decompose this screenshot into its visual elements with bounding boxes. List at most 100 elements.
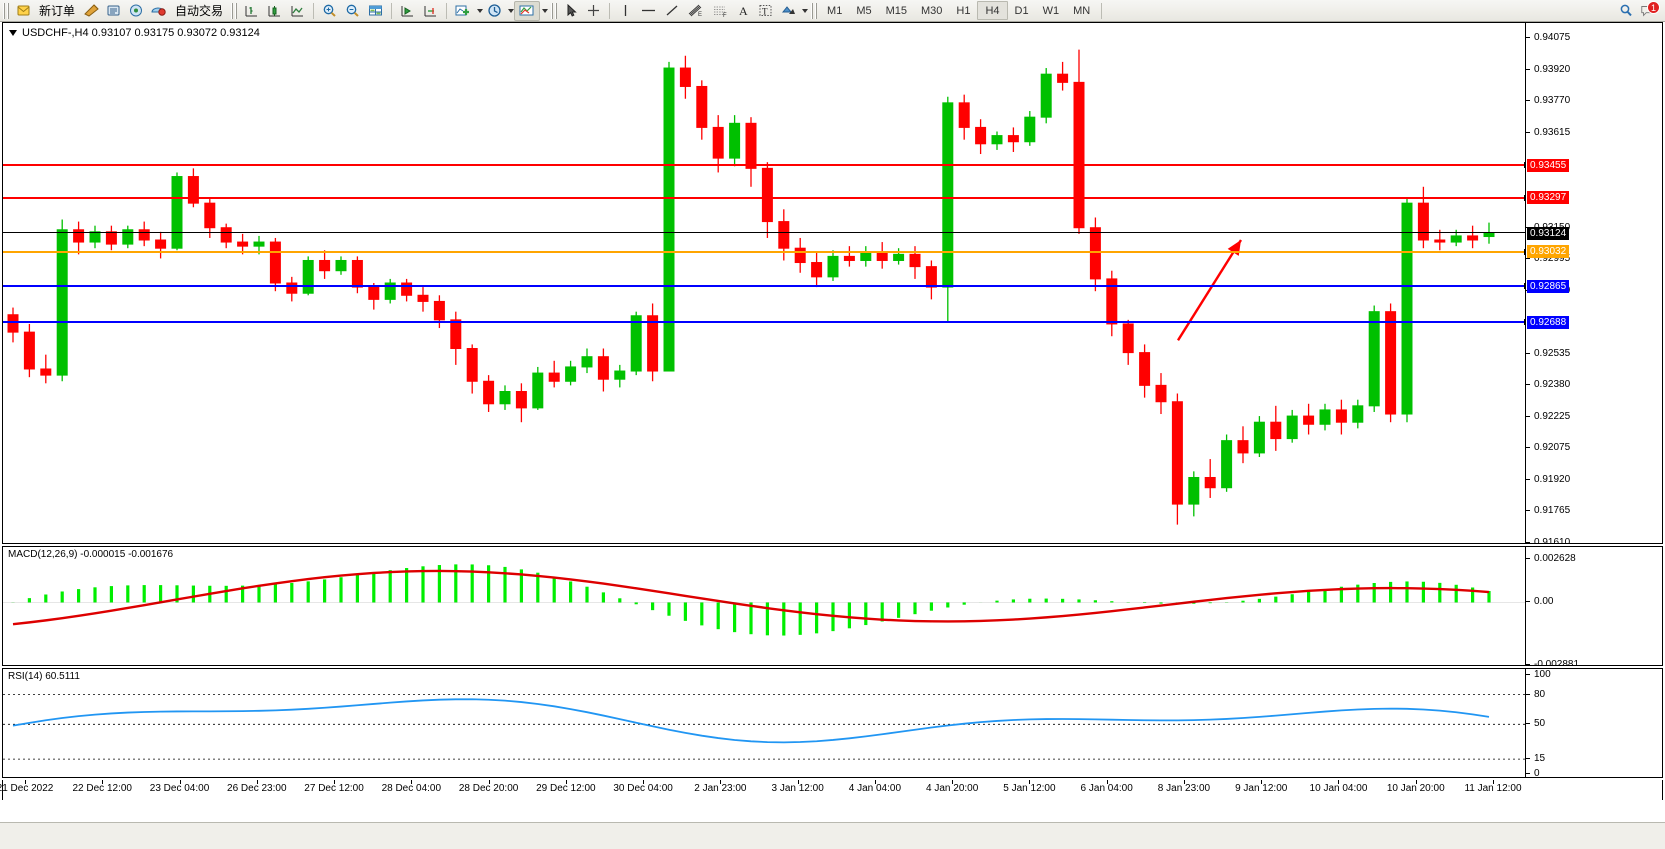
- rsi-pane[interactable]: RSI(14) 60.5111 100 80 50 15 0: [2, 668, 1663, 778]
- toolbar-grip[interactable]: [3, 2, 9, 19]
- macd-label: MACD(12,26,9) -0.000015 -0.001676: [8, 549, 174, 560]
- toolbar-separator-2: [391, 2, 393, 19]
- candlestick-chart-icon[interactable]: [263, 1, 286, 21]
- price-label-support[interactable]: 0.92865: [1527, 279, 1570, 293]
- time-tick-mark: [797, 780, 799, 784]
- timeframe-h1[interactable]: H1: [956, 4, 971, 17]
- timeframe-d1[interactable]: D1: [1014, 4, 1029, 17]
- time-tick-label: 8 Jan 23:00: [1157, 783, 1211, 794]
- time-tick-label: 2 Jan 23:00: [694, 783, 747, 794]
- time-tick-label: 26 Dec 23:00: [227, 783, 287, 794]
- time-tick-mark: [720, 780, 722, 784]
- price-line-support-4[interactable]: [3, 283, 1525, 290]
- timeframe-m30[interactable]: M30: [921, 4, 943, 17]
- auto-scroll-icon[interactable]: [419, 1, 442, 21]
- price-tick: 0.91610: [1526, 537, 1570, 543]
- price-line-resistance-0[interactable]: [3, 162, 1525, 169]
- timeframe-m15[interactable]: M15: [885, 4, 907, 17]
- timeframe-m1[interactable]: M1: [827, 4, 843, 17]
- shapes-icon[interactable]: [777, 1, 800, 21]
- zoom-in-icon[interactable]: [318, 1, 341, 21]
- horizontal-line-icon[interactable]: [636, 1, 661, 21]
- time-tick-mark: [256, 780, 258, 784]
- timeframe-m5[interactable]: M5: [856, 4, 872, 17]
- macd-plot[interactable]: [3, 547, 1525, 665]
- indicators-icon[interactable]: [451, 1, 475, 21]
- search-icon[interactable]: [1615, 1, 1637, 21]
- data-window-icon[interactable]: [103, 1, 125, 21]
- chevron-down-icon-3[interactable]: [542, 8, 549, 13]
- price-line-resistance-1[interactable]: [3, 194, 1525, 201]
- fibonacci-icon[interactable]: F: [708, 1, 732, 21]
- chart-menu-triangle-icon[interactable]: [9, 30, 17, 36]
- macd-pane[interactable]: MACD(12,26,9) -0.000015 -0.001676 0.0026…: [2, 546, 1663, 666]
- price-label-resistance[interactable]: 0.93297: [1527, 191, 1570, 205]
- chart-title-bar: USDCHF-,H4 0.93107 0.93175 0.93072 0.931…: [9, 27, 260, 39]
- market-icon[interactable]: [147, 1, 170, 21]
- toolbar-grip-2[interactable]: [231, 2, 238, 19]
- price-label-support[interactable]: 0.92688: [1527, 315, 1570, 329]
- pencil-icon[interactable]: [80, 1, 103, 21]
- toolbar-grip-3[interactable]: [551, 2, 558, 19]
- templates-icon[interactable]: [514, 0, 541, 21]
- macd-axis: 0.002628 0.00 -0.002881: [1525, 547, 1662, 665]
- rsi-tick: 80: [1526, 689, 1545, 701]
- toolbar-separator-4: [609, 2, 611, 19]
- timeframe-mn[interactable]: MN: [1073, 4, 1091, 17]
- time-tick-label: 28 Dec 04:00: [381, 783, 442, 794]
- time-tick-label: 22 Dec 12:00: [72, 783, 133, 794]
- bar-chart-icon[interactable]: [240, 1, 263, 21]
- equidistant-channel-icon[interactable]: E: [684, 1, 708, 21]
- period-icon[interactable]: [483, 1, 506, 21]
- text-icon[interactable]: A: [732, 1, 754, 21]
- rsi-axis: 100 80 50 15 0: [1525, 669, 1662, 777]
- price-line-handle[interactable]: [1524, 283, 1525, 290]
- time-tick-mark: [179, 780, 181, 784]
- rsi-plot[interactable]: [3, 669, 1525, 777]
- price-label-current[interactable]: 0.93124: [1527, 226, 1570, 240]
- price-label-resistance[interactable]: 0.93455: [1527, 158, 1570, 172]
- grid-icon[interactable]: [364, 1, 387, 21]
- price-line-handle[interactable]: [1524, 248, 1525, 255]
- signals-icon[interactable]: [125, 1, 147, 21]
- shift-end-icon[interactable]: [396, 1, 419, 21]
- price-line-handle[interactable]: [1524, 162, 1525, 169]
- price-label-pivot[interactable]: 0.93032: [1527, 245, 1570, 259]
- price-line-support-5[interactable]: [3, 319, 1525, 326]
- time-tick-mark: [102, 780, 104, 784]
- price-line-handle[interactable]: [1524, 194, 1525, 201]
- price-line-pivot-3[interactable]: [3, 248, 1525, 255]
- crosshair-icon[interactable]: [582, 1, 605, 21]
- time-tick-label: 21 Dec 2022: [0, 783, 54, 794]
- time-tick-mark: [1183, 780, 1185, 784]
- trendline-icon[interactable]: [661, 1, 684, 21]
- price-pane[interactable]: USDCHF-,H4 0.93107 0.93175 0.93072 0.931…: [2, 22, 1663, 544]
- price-plot[interactable]: [3, 23, 1525, 543]
- time-tick-label: 11 Jan 12:00: [1464, 783, 1522, 794]
- time-tick-label: 3 Jan 12:00: [771, 783, 824, 794]
- chevron-down-icon-4[interactable]: [802, 8, 809, 13]
- price-tick: 0.93615: [1526, 127, 1570, 139]
- new-order-icon[interactable]: [12, 1, 34, 21]
- new-order-label[interactable]: 新订单: [39, 4, 76, 18]
- toolbar-grip-4[interactable]: [811, 2, 818, 19]
- notifications-icon[interactable]: 1: [1637, 0, 1660, 19]
- auto-trading-label[interactable]: 自动交易: [175, 4, 224, 18]
- timeframe-w1[interactable]: W1: [1042, 4, 1060, 17]
- price-axis[interactable]: 0.940750.939200.937700.936150.931500.929…: [1525, 23, 1662, 543]
- chart-area[interactable]: USDCHF-,H4 0.93107 0.93175 0.93072 0.931…: [0, 22, 1665, 849]
- line-chart-icon[interactable]: [286, 1, 309, 21]
- arrow-annotation[interactable]: [3, 23, 1525, 543]
- vertical-line-icon[interactable]: [614, 1, 636, 21]
- price-line-current-price-2[interactable]: [3, 232, 1525, 234]
- time-tick-mark: [874, 780, 876, 784]
- price-tick: 0.93770: [1526, 95, 1570, 107]
- text-label-icon[interactable]: T: [754, 1, 777, 21]
- time-axis[interactable]: 21 Dec 2022 22 Dec 12:00 23 Dec 04:00 26 De…: [0, 780, 1663, 800]
- chevron-down-icon-2[interactable]: [508, 8, 515, 13]
- price-line-handle[interactable]: [1524, 319, 1525, 326]
- timeframe-h4[interactable]: H4: [977, 1, 1008, 20]
- cursor-icon[interactable]: [560, 1, 582, 21]
- zoom-out-icon[interactable]: [341, 1, 364, 21]
- chevron-down-icon[interactable]: [477, 8, 484, 13]
